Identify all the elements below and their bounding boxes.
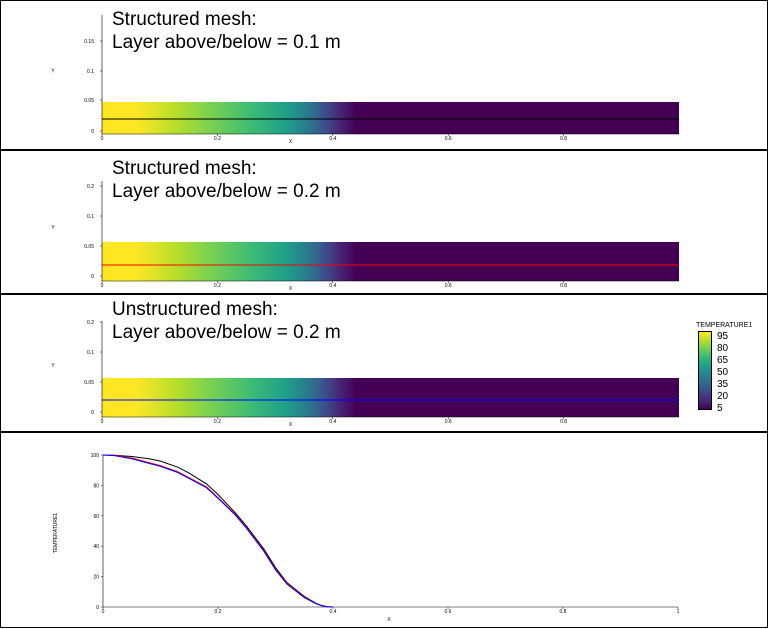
temperature-field bbox=[102, 378, 679, 417]
heatmap-plot-3: 0 0.2 0.4 0.6 0.8 0 0.05 0.1 0.2 X Y bbox=[51, 320, 679, 428]
legend-label: 50 bbox=[717, 367, 729, 378]
y-tick-label: 100 bbox=[91, 453, 100, 459]
x-tick-label: 0.6 bbox=[445, 136, 452, 142]
y-tick-label: 0.2 bbox=[87, 184, 94, 190]
series-line bbox=[102, 454, 334, 608]
x-tick-label: 0.4 bbox=[330, 609, 337, 615]
y-tick-label: 80 bbox=[93, 483, 99, 489]
x-tick-label: 0 bbox=[102, 609, 105, 615]
series-line bbox=[102, 454, 334, 608]
heatmap-panel-1: 0 0.2 0.4 0.6 0.8 0 0.05 0.1 0.15 X Y Structured m… bbox=[0, 0, 768, 150]
y-tick-label: 0 bbox=[96, 605, 99, 611]
y-tick-label: 40 bbox=[93, 544, 99, 550]
line-plot-panel: 0 0.2 0.4 0.6 0.8 1 0 20 40 60 80 100 X TEMPERATURE1 bbox=[0, 432, 768, 628]
x-axis-label: X bbox=[289, 286, 293, 292]
y-tick-label: 0.2 bbox=[87, 320, 94, 326]
legend-label: 35 bbox=[717, 379, 729, 390]
x-tick-label: 0.2 bbox=[215, 609, 222, 615]
x-tick-label: 0.4 bbox=[329, 136, 336, 142]
y-tick-label: 20 bbox=[93, 575, 99, 581]
y-tick-label: 0.1 bbox=[87, 350, 94, 356]
y-axis-label: Y bbox=[51, 363, 55, 369]
heatmap-plot-2: 0 0.2 0.4 0.6 0.8 0 0.05 0.1 0.2 X Y bbox=[51, 181, 679, 292]
y-tick-label: 60 bbox=[93, 514, 99, 520]
panel-1-title-line1: Structured mesh: bbox=[112, 9, 257, 30]
panel-2-title-line2: Layer above/below = 0.2 m bbox=[112, 181, 341, 202]
y-tick-label: 0.05 bbox=[84, 98, 94, 104]
legend-label: 80 bbox=[717, 343, 729, 354]
legend-label: 20 bbox=[717, 391, 729, 402]
y-tick-label: 0.1 bbox=[87, 69, 94, 75]
x-tick-label: 0.2 bbox=[214, 136, 221, 142]
x-axis-label: X bbox=[289, 139, 293, 145]
legend-color-bar bbox=[698, 331, 712, 410]
panel-3-title-line2: Layer above/below = 0.2 m bbox=[112, 322, 341, 343]
x-tick-label: 0.2 bbox=[214, 419, 221, 425]
legend-label: 5 bbox=[717, 403, 723, 414]
x-tick-label: 0 bbox=[101, 419, 104, 425]
x-tick-label: 0.6 bbox=[445, 609, 452, 615]
legend-label: 95 bbox=[717, 331, 729, 342]
series-line bbox=[102, 454, 334, 608]
heatmap-panel-2: 0 0.2 0.4 0.6 0.8 0 0.05 0.1 0.2 X Y Structured me… bbox=[0, 150, 768, 294]
y-tick-label: 0.05 bbox=[84, 380, 94, 386]
temperature-field bbox=[102, 242, 679, 281]
x-tick-label: 0.2 bbox=[214, 283, 221, 289]
y-tick-label: 0.05 bbox=[84, 244, 94, 250]
y-tick-label: 0.1 bbox=[87, 214, 94, 220]
temperature-line-plot: 0 0.2 0.4 0.6 0.8 1 0 20 40 60 80 100 X TEMPERATURE1 bbox=[53, 453, 680, 623]
x-tick-label: 0.8 bbox=[560, 283, 567, 289]
x-tick-label: 0.8 bbox=[560, 419, 567, 425]
x-tick-label: 0.6 bbox=[445, 419, 452, 425]
x-tick-label: 0.8 bbox=[560, 609, 567, 615]
heatmap-plot-1: 0 0.2 0.4 0.6 0.8 0 0.05 0.1 0.15 X Y bbox=[51, 15, 679, 145]
panel-2-title-line1: Structured mesh: bbox=[112, 158, 257, 179]
y-tick-label: 0 bbox=[91, 129, 94, 135]
x-tick-label: 0.8 bbox=[560, 136, 567, 142]
x-tick-label: 0 bbox=[101, 136, 104, 142]
x-axis-label: X bbox=[289, 422, 293, 428]
y-axis-label: TEMPERATURE1 bbox=[53, 513, 59, 553]
panel-1-title-line2: Layer above/below = 0.1 m bbox=[112, 32, 341, 53]
temperature-colorbar-legend: TEMPERATURE1 95 80 65 50 35 20 5 bbox=[696, 322, 760, 414]
y-axis-label: Y bbox=[51, 69, 55, 75]
heatmap-panel-3: 0 0.2 0.4 0.6 0.8 0 0.05 0.1 0.2 X Y Unstructured … bbox=[0, 294, 768, 432]
y-tick-label: 0.15 bbox=[84, 39, 94, 45]
y-tick-label: 0 bbox=[91, 274, 94, 280]
legend-label: 65 bbox=[717, 355, 729, 366]
x-tick-label: 0 bbox=[101, 283, 104, 289]
x-tick-label: 0.6 bbox=[445, 283, 452, 289]
x-tick-label: 1 bbox=[677, 609, 680, 615]
y-axis-label: Y bbox=[51, 225, 55, 231]
x-axis-label: X bbox=[387, 617, 391, 623]
y-tick-label: 0 bbox=[91, 410, 94, 416]
x-tick-label: 0.4 bbox=[329, 419, 336, 425]
temperature-field bbox=[102, 102, 679, 134]
panel-3-title-line1: Unstructured mesh: bbox=[112, 299, 278, 320]
legend-title: TEMPERATURE1 bbox=[696, 322, 753, 329]
x-tick-label: 0.4 bbox=[329, 283, 336, 289]
